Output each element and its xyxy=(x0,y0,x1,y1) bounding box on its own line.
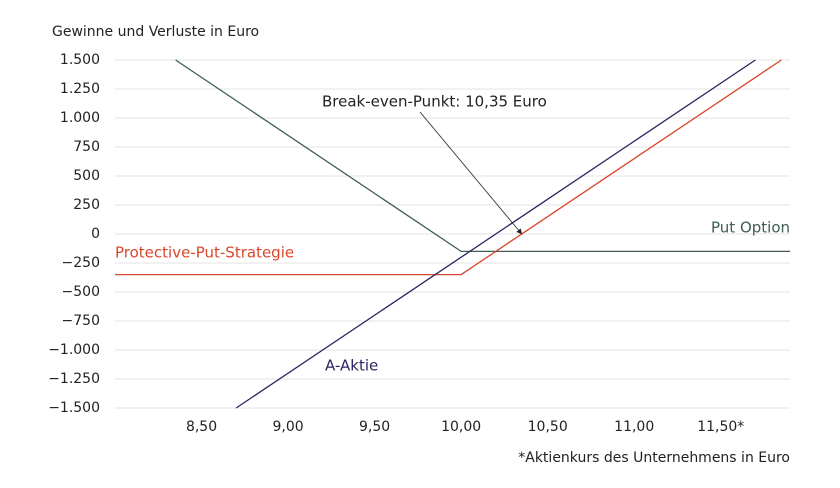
y-tick-label: 1.500 xyxy=(60,52,100,68)
y-tick-label: −250 xyxy=(62,255,100,271)
series-label: Protective-Put-Strategie xyxy=(115,244,294,262)
series-label: Put Option xyxy=(711,219,790,237)
x-tick-label: 10,50 xyxy=(528,419,568,435)
y-tick-label: −1.250 xyxy=(48,371,100,387)
y-tick-label: −1.000 xyxy=(48,342,100,358)
y-tick-label: 1.000 xyxy=(60,110,100,126)
y-tick-label: −500 xyxy=(62,284,100,300)
x-tick-label: 8,50 xyxy=(186,419,217,435)
y-axis-label: Gewinne und Verluste in Euro xyxy=(52,24,259,40)
annotation-arrow xyxy=(419,111,523,235)
x-tick-label: 11,00 xyxy=(614,419,654,435)
y-tick-label: 750 xyxy=(73,139,100,155)
y-tick-label: 0 xyxy=(91,226,100,242)
annotation: Break-even-Punkt: 10,35 Euro xyxy=(322,93,547,111)
series-line xyxy=(175,59,790,253)
series-line xyxy=(235,59,756,409)
y-tick-label: −1.500 xyxy=(48,400,100,416)
x-tick-label: 11,50* xyxy=(697,419,744,435)
series-line xyxy=(115,59,782,276)
y-tick-label: −750 xyxy=(62,313,100,329)
x-axis-label: *Aktienkurs des Unternehmens in Euro xyxy=(518,450,790,466)
y-tick-label: 1.250 xyxy=(60,81,100,97)
x-tick-label: 10,00 xyxy=(441,419,481,435)
y-tick-label: 250 xyxy=(73,197,100,213)
series-label: A-Aktie xyxy=(325,357,378,375)
y-tick-label: 500 xyxy=(73,168,100,184)
x-tick-label: 9,00 xyxy=(272,419,303,435)
x-tick-label: 9,50 xyxy=(359,419,390,435)
